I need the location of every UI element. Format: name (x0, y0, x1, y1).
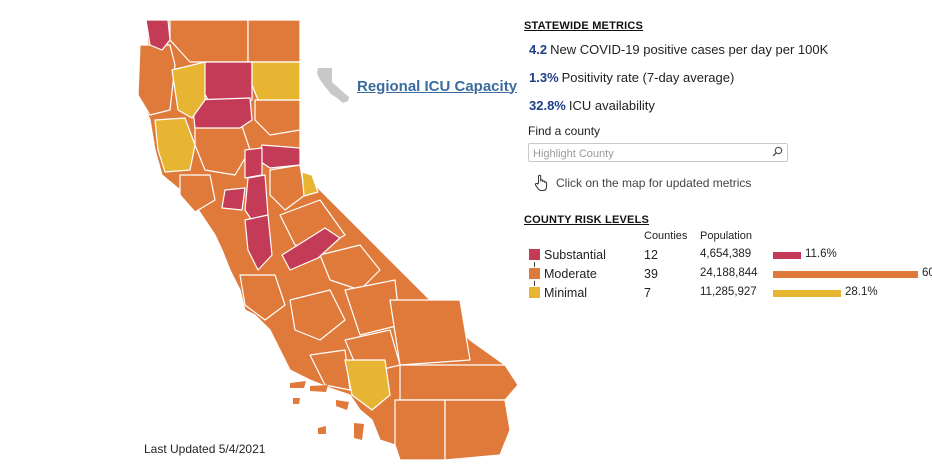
county-count: 12 (644, 248, 658, 262)
county-count: 39 (644, 267, 658, 281)
metrics-panel: STATEWIDE METRICS 4.2 New COVID-19 positi… (524, 20, 932, 300)
county-minimal[interactable] (154, 117, 196, 173)
county-moderate[interactable] (179, 174, 216, 213)
swatch-substantial (529, 249, 540, 260)
risk-levels-table: Counties Population Substantial 12 4,654… (524, 230, 932, 300)
county-moderate[interactable] (309, 349, 351, 391)
regional-icu-capacity-link[interactable]: Regional ICU Capacity (315, 66, 517, 106)
statewide-metrics-list: 4.2 New COVID-19 positive cases per day p… (524, 42, 924, 113)
swatch-moderate (529, 268, 540, 279)
island-channel (318, 426, 326, 434)
risk-row-moderate: Moderate 39 24,188,844 60.3% (524, 267, 932, 283)
risk-row-substantial: Substantial 12 4,654,389 11.6% (524, 248, 924, 264)
metric-value: 32.8% (529, 98, 566, 113)
map-click-hint: Click on the map for updated metrics (524, 174, 924, 192)
find-county-label: Find a county (528, 124, 601, 138)
county-substantial[interactable] (257, 144, 301, 169)
county-moderate[interactable] (239, 274, 286, 321)
county-substantial[interactable] (281, 227, 341, 271)
last-updated-text: Last Updated 5/4/2021 (144, 442, 266, 456)
county-substantial[interactable] (199, 61, 253, 101)
county-moderate[interactable] (289, 289, 346, 341)
california-county-map[interactable] (120, 10, 530, 470)
county-substantial[interactable] (191, 97, 253, 129)
county-moderate[interactable] (319, 244, 381, 291)
population-value: 4,654,389 (700, 248, 752, 260)
risk-level-label: Minimal (544, 286, 588, 300)
legend-connector (534, 262, 535, 267)
risk-level-label: Substantial (544, 248, 606, 262)
col-header-population: Population (700, 230, 752, 242)
county-risk-levels-title: COUNTY RISK LEVELS (524, 214, 650, 226)
metric-label: ICU availability (568, 98, 655, 113)
metric-cases: 4.2 New COVID-19 positive cases per day p… (529, 42, 924, 57)
metric-value: 1.3% (529, 70, 559, 85)
hand-pointer-icon (534, 174, 548, 191)
county-minimal[interactable] (344, 359, 391, 411)
county-substantial[interactable] (244, 214, 273, 271)
island-channel (336, 400, 349, 410)
metric-label: Positivity rate (7-day average) (561, 70, 735, 85)
county-count: 7 (644, 286, 651, 300)
county-search-field[interactable] (528, 143, 788, 163)
county-moderate[interactable] (137, 44, 176, 116)
population-bar (773, 252, 801, 259)
population-value: 24,188,844 (700, 267, 758, 279)
search-icon[interactable] (772, 146, 783, 157)
population-percent: 60.3% (922, 267, 932, 279)
county-substantial[interactable] (145, 19, 171, 51)
county-minimal[interactable] (301, 171, 319, 197)
legend-connector (534, 281, 535, 286)
county-minimal[interactable] (171, 61, 206, 119)
icu-link-label[interactable]: Regional ICU Capacity (357, 77, 518, 95)
hint-text: Click on the map for updated metrics (556, 176, 752, 190)
island-channel (354, 423, 364, 440)
county-moderate[interactable] (444, 399, 511, 461)
california-outline-icon (317, 68, 349, 103)
county-minimal[interactable] (251, 61, 301, 101)
swatch-minimal (529, 287, 540, 298)
county-moderate[interactable] (394, 399, 446, 461)
population-value: 11,285,927 (700, 286, 757, 298)
population-bar (773, 290, 841, 297)
county-substantial[interactable] (244, 147, 263, 179)
metric-icu: 32.8% ICU availability (529, 98, 924, 113)
county-moderate[interactable] (247, 19, 301, 63)
county-moderate[interactable] (399, 364, 519, 401)
risk-level-label: Moderate (544, 267, 597, 281)
statewide-metrics-title: STATEWIDE METRICS (524, 20, 644, 32)
col-header-counties: Counties (644, 230, 688, 242)
population-percent: 11.6% (805, 248, 837, 260)
risk-row-minimal: Minimal 7 11,285,927 28.1% (524, 286, 924, 302)
island-channel (293, 398, 300, 404)
population-bar (773, 271, 918, 278)
county-map-svg[interactable] (120, 10, 530, 470)
metric-positivity: 1.3% Positivity rate (7-day average) (529, 70, 924, 85)
metric-label: New COVID-19 positive cases per day per … (550, 42, 829, 57)
county-substantial[interactable] (221, 187, 246, 211)
county-moderate[interactable] (389, 299, 471, 366)
island-channel (290, 381, 306, 388)
population-percent: 28.1% (845, 286, 878, 298)
county-search-input[interactable] (529, 145, 767, 163)
metric-value: 4.2 (529, 42, 548, 57)
island-channel (310, 385, 328, 392)
